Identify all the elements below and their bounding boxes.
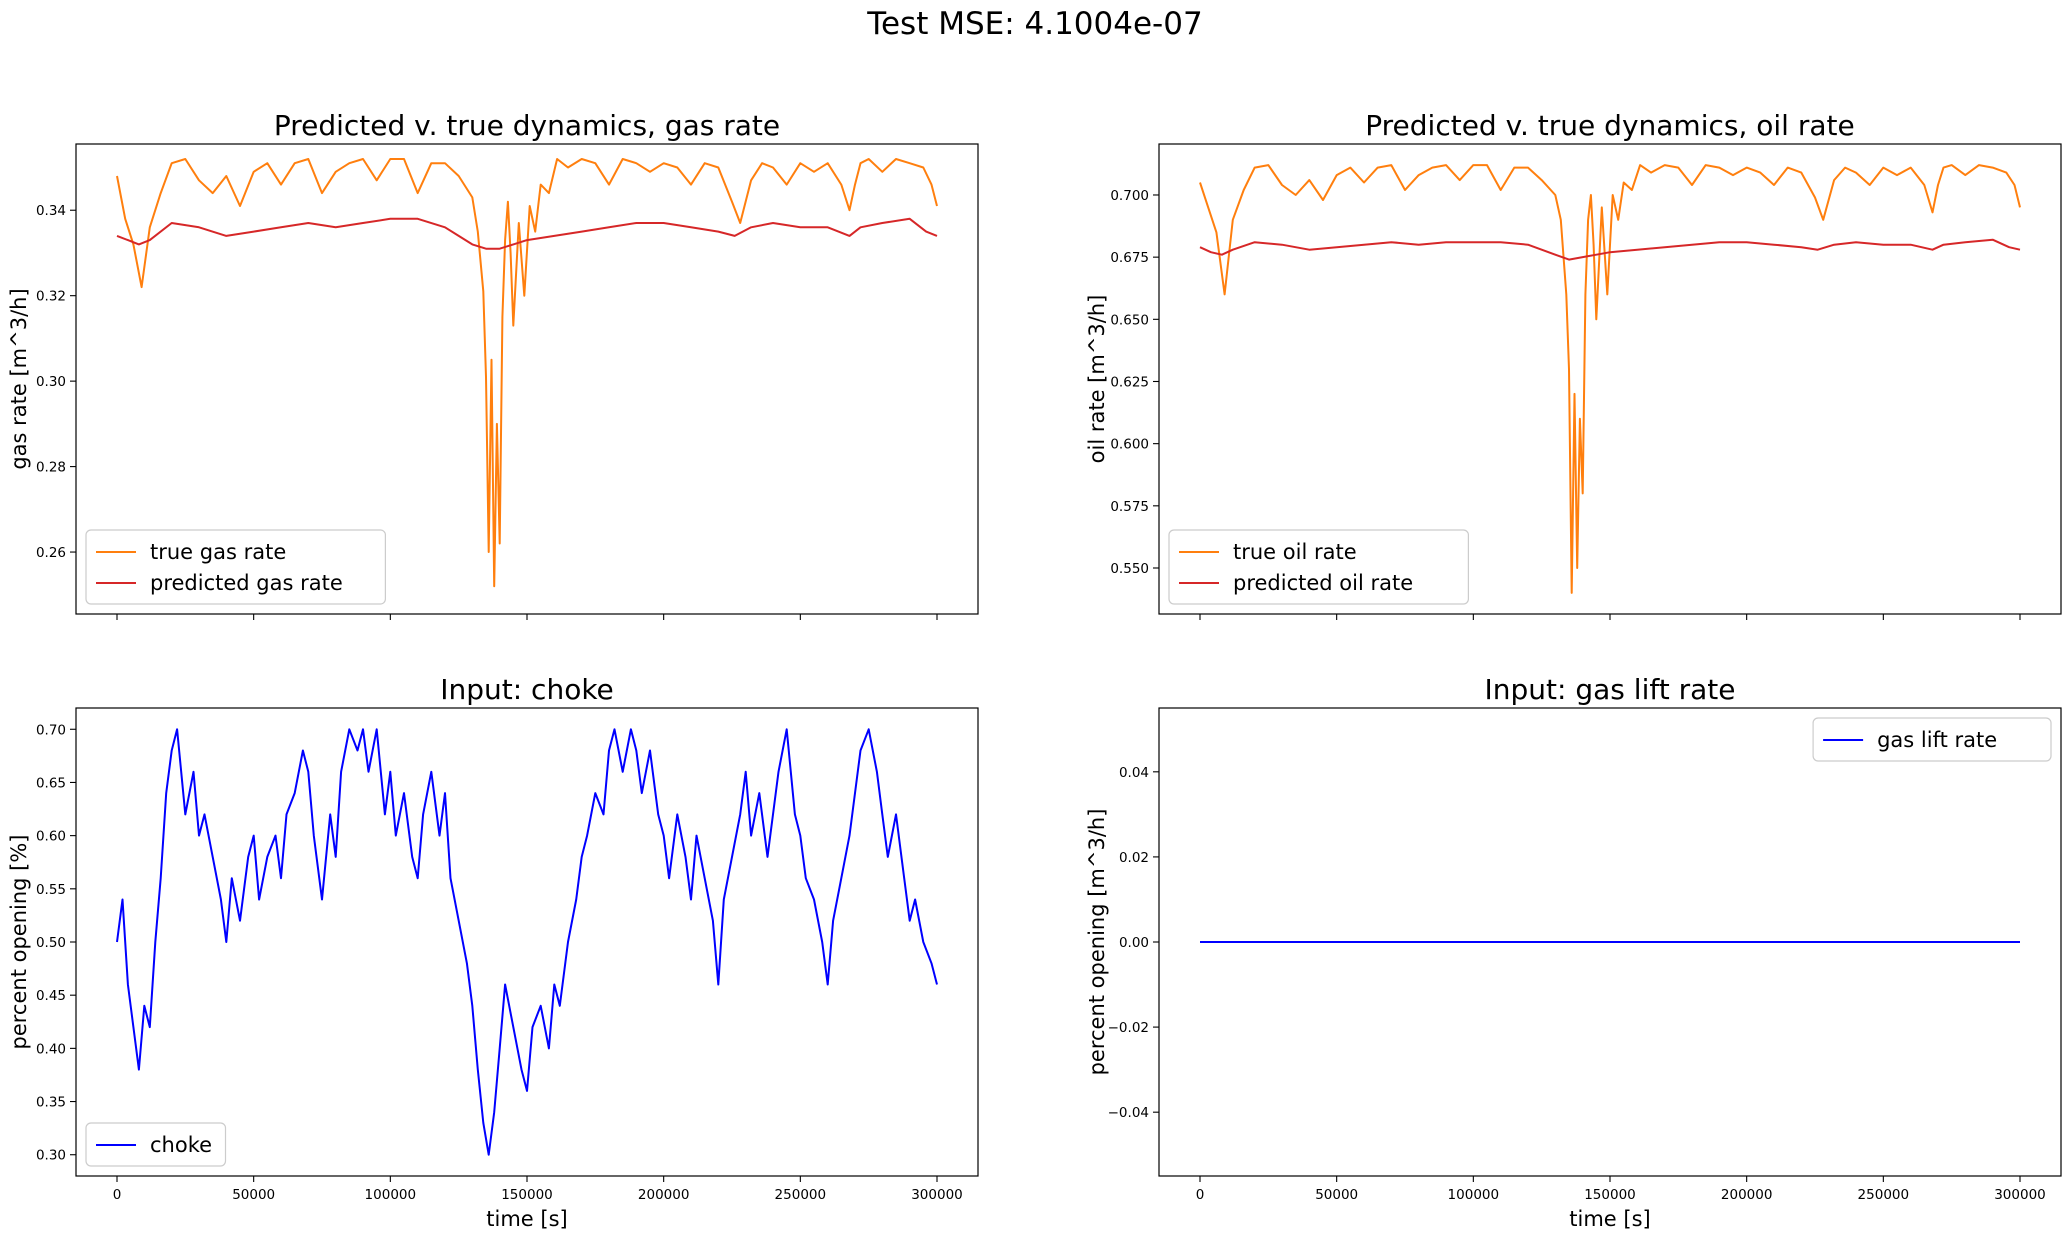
legend-frame <box>85 1122 227 1167</box>
y-tick-label: 0.30 <box>36 1148 66 1164</box>
x-tick-label: 250000 <box>775 1187 827 1203</box>
x-tick-label: 300000 <box>1994 1187 2046 1203</box>
series-line-choke <box>116 728 938 1156</box>
x-axis-label: time [s] <box>1569 1207 1650 1231</box>
x-tick-label: 150000 <box>501 1187 553 1203</box>
y-tick-label: 0.600 <box>1110 437 1149 453</box>
legend: true oil rate predicted oil rate <box>1168 529 1469 605</box>
y-tick-label: 0.55 <box>36 882 66 898</box>
series-line-predicted-gas-rate <box>116 217 938 250</box>
y-tick-label: 0.35 <box>36 1095 66 1111</box>
y-axis-label: percent opening [%] <box>7 834 31 1049</box>
legend-frame <box>85 529 386 605</box>
axes-frame <box>75 707 979 1177</box>
legend-frame <box>1168 529 1469 605</box>
legend: gas lift rate <box>1812 717 2052 762</box>
subplot-gas-lift-input: 0 50000 100000 150000 200000 250000 300000 −0.0… <box>1085 673 2062 1231</box>
y-tick-label: 0.675 <box>1110 250 1149 266</box>
plot-area <box>116 728 938 1156</box>
y-tick-label: −0.04 <box>1108 1105 1149 1121</box>
series-line-predicted-oil-rate <box>1199 238 2021 261</box>
y-tick-label: 0.02 <box>1119 850 1149 866</box>
y-tick-label: 0.650 <box>1110 312 1149 328</box>
subplot-title: Predicted v. true dynamics, oil rate <box>1365 109 1854 142</box>
y-tick-label: 0.34 <box>36 203 66 219</box>
subplot-choke-input: 0 50000 100000 150000 200000 250000 300000 0.30… <box>7 673 979 1231</box>
y-tick-label: 0.28 <box>36 460 66 476</box>
y-tick-label: 0.40 <box>36 1041 66 1057</box>
legend-entry-label: true oil rate <box>1233 540 1357 564</box>
y-tick-label: 0.45 <box>36 988 66 1004</box>
x-tick-label: 0 <box>1196 1187 1205 1203</box>
legend-entry-label: gas lift rate <box>1877 728 1997 752</box>
y-tick-label: 0.625 <box>1110 374 1149 390</box>
x-axis-label: time [s] <box>486 1207 567 1231</box>
x-tick-label: 150000 <box>1584 1187 1636 1203</box>
subplot-title: Predicted v. true dynamics, gas rate <box>274 109 780 142</box>
y-axis-label: gas rate [m^3/h] <box>7 288 31 469</box>
y-tick-label: 0.70 <box>36 722 66 738</box>
subplot-oil-rate: 0.550 0.575 0.600 0.625 0.650 0.675 0.700 Predi… <box>1085 109 2062 620</box>
y-tick-label: 0.04 <box>1119 765 1149 781</box>
x-tick-label: 100000 <box>365 1187 417 1203</box>
y-axis-label: oil rate [m^3/h] <box>1085 295 1109 464</box>
legend-entry-label: predicted oil rate <box>1233 571 1413 595</box>
y-tick-label: 0.60 <box>36 829 66 845</box>
legend-entry-label: true gas rate <box>150 540 286 564</box>
figure-title: Test MSE: 4.1004e-07 <box>866 6 1202 42</box>
legend-entry-label: choke <box>150 1133 212 1157</box>
x-tick-label: 100000 <box>1448 1187 1500 1203</box>
y-tick-label: 0.32 <box>36 289 66 305</box>
y-tick-label: −0.02 <box>1108 1020 1149 1036</box>
y-tick-label: 0.65 <box>36 775 66 791</box>
plot-area <box>1199 164 2021 594</box>
x-tick-label: 300000 <box>911 1187 963 1203</box>
plot-area <box>116 158 938 588</box>
x-tick-label: 250000 <box>1858 1187 1910 1203</box>
x-tick-label: 0 <box>113 1187 122 1203</box>
series-line-true-oil-rate <box>1199 164 2021 594</box>
legend-frame <box>1812 717 2052 762</box>
x-tick-label: 200000 <box>1721 1187 1773 1203</box>
y-tick-label: 0.00 <box>1119 935 1149 951</box>
x-tick-label: 50000 <box>232 1187 275 1203</box>
legend: true gas rate predicted gas rate <box>85 529 386 605</box>
legend: choke <box>85 1122 227 1167</box>
series-line-true-gas-rate <box>116 158 938 588</box>
x-tick-label: 50000 <box>1315 1187 1358 1203</box>
y-tick-label: 0.50 <box>36 935 66 951</box>
y-tick-label: 0.550 <box>1110 561 1149 577</box>
subplot-title: Input: gas lift rate <box>1485 673 1736 706</box>
x-tick-label: 200000 <box>638 1187 690 1203</box>
y-tick-label: 0.30 <box>36 374 66 390</box>
y-axis-label: percent opening [m^3/h] <box>1085 809 1109 1076</box>
y-tick-label: 0.575 <box>1110 499 1149 515</box>
y-tick-label: 0.26 <box>36 545 66 561</box>
y-tick-label: 0.700 <box>1110 188 1149 204</box>
legend-entry-label: predicted gas rate <box>150 571 343 595</box>
subplot-gas-rate: 0.26 0.28 0.30 0.32 0.34 Predicted v. true dy… <box>7 109 979 620</box>
subplot-title: Input: choke <box>440 673 614 706</box>
